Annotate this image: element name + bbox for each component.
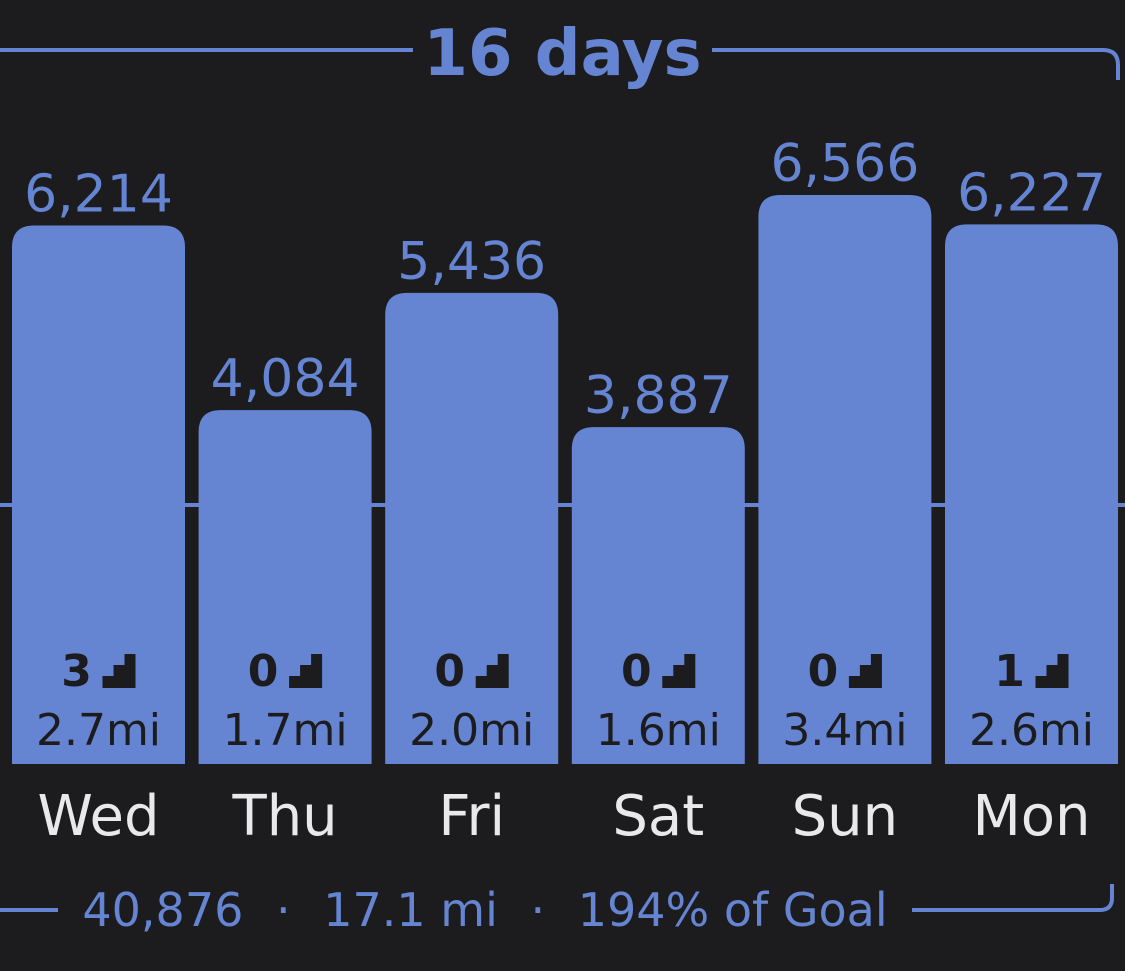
bar-group: 4,084 0 1.7mi Thu: [198, 349, 372, 849]
day-label: Sat: [612, 784, 704, 849]
day-label: Mon: [972, 784, 1090, 849]
bar-group: 6,227 1 2.6mi Mon: [945, 163, 1118, 849]
bar-group: 6,566 0 3.4mi Sun: [758, 134, 932, 849]
day-label: Fri: [438, 784, 505, 849]
flights-count: 0: [248, 646, 279, 697]
bar: [945, 224, 1118, 764]
bar: [385, 292, 559, 764]
bar: [198, 410, 372, 764]
top-bracket-line: [0, 48, 1120, 80]
distance-label: 2.7mi: [36, 705, 161, 756]
stairs-icon: [102, 654, 136, 688]
distance-label: 2.6mi: [969, 705, 1094, 756]
stairs-icon: [848, 654, 882, 688]
flights-count: 0: [808, 646, 839, 697]
flights-count: 0: [434, 646, 465, 697]
chart-frame: [0, 48, 1120, 912]
bottom-bracket-line: [0, 884, 1114, 912]
flights-count: 1: [994, 646, 1025, 697]
day-label: Sun: [792, 784, 899, 849]
flights-count: 0: [621, 646, 652, 697]
stairs-icon: [662, 654, 696, 688]
bar: [12, 225, 185, 765]
bar-value-label: 6,227: [957, 163, 1106, 223]
bar-value-label: 3,887: [584, 366, 733, 426]
stairs-icon: [1035, 654, 1069, 688]
bar-value-label: 6,566: [770, 134, 919, 194]
distance-label: 3.4mi: [782, 705, 907, 756]
bar-value-label: 6,214: [24, 165, 173, 225]
day-label: Thu: [231, 784, 337, 849]
bar-group: 3,887 0 1.6mi Sat: [571, 366, 745, 849]
bar-value-label: 5,436: [397, 232, 546, 292]
distance-label: 2.0mi: [409, 705, 534, 756]
bar-group: 6,214 3 2.7mi Wed: [12, 165, 185, 849]
flights-count: 3: [61, 646, 92, 697]
bar: [758, 195, 932, 764]
distance-label: 1.6mi: [596, 705, 721, 756]
stairs-icon: [475, 654, 509, 688]
bar-value-label: 4,084: [211, 349, 360, 409]
bar-group: 5,436 0 2.0mi Fri: [385, 232, 559, 849]
stairs-icon: [289, 654, 323, 688]
bars-layer: 6,214 3 2.7mi Wed 4,084 0 1.7mi Thu 5,436 0 2.0mi F…: [12, 134, 1118, 849]
distance-label: 1.7mi: [223, 705, 348, 756]
day-label: Wed: [37, 784, 159, 849]
bar: [571, 427, 745, 764]
